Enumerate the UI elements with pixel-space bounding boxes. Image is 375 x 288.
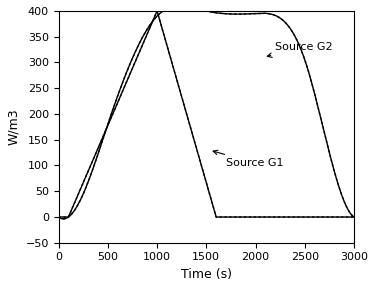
Y-axis label: W/m3: W/m3 [7,109,20,145]
Text: Source G1: Source G1 [213,150,284,168]
Text: Source G2: Source G2 [267,42,333,57]
X-axis label: Time (s): Time (s) [181,268,232,281]
